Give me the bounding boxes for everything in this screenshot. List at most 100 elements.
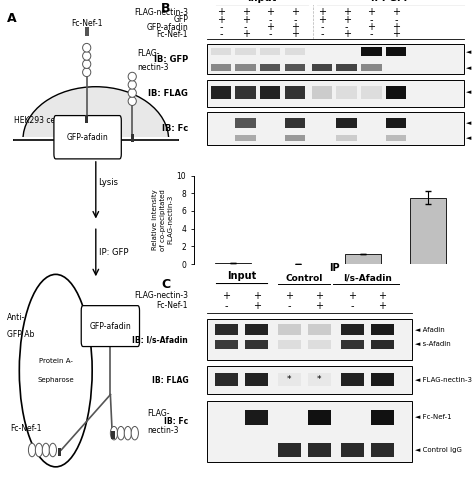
Text: nectin-3: nectin-3	[147, 426, 178, 435]
Text: -: -	[350, 301, 354, 311]
Text: +: +	[222, 291, 230, 301]
Text: +: +	[378, 291, 386, 301]
Text: Fc-Nef-1: Fc-Nef-1	[157, 301, 188, 310]
Bar	[211, 86, 231, 99]
Bar	[312, 86, 332, 99]
Bar	[410, 198, 446, 264]
Text: ◄ Fc-Nef-1: ◄ Fc-Nef-1	[415, 414, 452, 420]
Text: -: -	[320, 29, 324, 39]
Text: -: -	[268, 29, 272, 39]
Text: ◄ GFP: ◄ GFP	[465, 65, 474, 71]
Text: Fc-Nef-1: Fc-Nef-1	[71, 19, 102, 28]
Ellipse shape	[128, 72, 137, 81]
Text: GFP: GFP	[173, 15, 188, 24]
Text: +: +	[392, 29, 400, 39]
Bar	[245, 373, 268, 386]
Ellipse shape	[82, 68, 91, 77]
Text: +: +	[291, 29, 299, 39]
Text: Control: Control	[286, 273, 323, 282]
Bar	[278, 339, 301, 349]
Text: FLAG-nectin-3: FLAG-nectin-3	[134, 8, 188, 17]
Text: +: +	[348, 291, 356, 301]
Text: +: +	[315, 301, 323, 311]
Bar	[211, 64, 231, 72]
Text: *: *	[287, 375, 292, 384]
Text: Input: Input	[227, 272, 256, 281]
Ellipse shape	[82, 52, 91, 60]
Text: +: +	[315, 291, 323, 301]
Ellipse shape	[28, 443, 36, 457]
Ellipse shape	[36, 443, 43, 457]
Y-axis label: Relative intensity
of co-precipitated
FLAG-nectin-3: Relative intensity of co-precipitated FL…	[152, 189, 173, 250]
Bar	[337, 118, 357, 128]
Text: IP: IP	[329, 263, 340, 273]
Bar	[278, 324, 301, 335]
Text: +: +	[392, 22, 400, 32]
Text: +: +	[285, 291, 293, 301]
Text: -: -	[370, 29, 373, 39]
Text: Fc-Nef-1: Fc-Nef-1	[157, 30, 188, 39]
Text: +: +	[378, 301, 386, 311]
Text: ◄ Control IgG: ◄ Control IgG	[465, 135, 474, 141]
Text: B: B	[161, 1, 171, 15]
Text: IB: Fc: IB: Fc	[162, 124, 188, 133]
FancyBboxPatch shape	[54, 115, 121, 159]
Bar	[236, 64, 256, 72]
Bar	[308, 410, 331, 425]
Bar	[207, 44, 464, 74]
Text: Anti-: Anti-	[7, 313, 25, 322]
Ellipse shape	[42, 443, 50, 457]
Ellipse shape	[124, 426, 131, 440]
Text: -: -	[288, 301, 291, 311]
Circle shape	[19, 274, 92, 467]
Bar	[131, 135, 134, 142]
Bar	[337, 64, 357, 72]
Text: IP: GFP: IP: GFP	[371, 0, 410, 3]
Text: +: +	[392, 7, 400, 17]
Ellipse shape	[128, 89, 137, 97]
Text: C: C	[161, 278, 170, 292]
Bar	[340, 339, 364, 349]
Ellipse shape	[23, 87, 169, 192]
Bar	[236, 135, 256, 141]
Bar	[278, 373, 301, 386]
Bar	[57, 448, 61, 456]
Text: -: -	[268, 15, 272, 25]
Bar	[361, 86, 382, 99]
Bar	[215, 373, 238, 386]
Bar	[371, 324, 394, 335]
Bar	[260, 86, 281, 99]
Text: HEK293 cell: HEK293 cell	[14, 116, 59, 125]
Text: FLAG-: FLAG-	[137, 49, 160, 57]
Text: +: +	[242, 7, 250, 17]
Text: *: *	[317, 375, 322, 384]
Text: +: +	[343, 7, 351, 17]
Text: IB: FLAG: IB: FLAG	[148, 89, 188, 98]
Text: -: -	[293, 15, 297, 25]
Text: A: A	[7, 12, 16, 25]
Text: ◄ FLAG-nectin-3: ◄ FLAG-nectin-3	[415, 377, 472, 383]
Bar	[361, 64, 382, 72]
Ellipse shape	[82, 43, 91, 52]
Text: FLAG-: FLAG-	[147, 409, 169, 418]
Bar	[207, 112, 464, 144]
Ellipse shape	[128, 81, 137, 89]
Text: +: +	[242, 29, 250, 39]
Bar	[386, 47, 406, 56]
Bar	[85, 115, 88, 123]
Text: IB: GFP: IB: GFP	[154, 55, 188, 64]
Text: -: -	[370, 15, 373, 25]
Ellipse shape	[117, 426, 125, 440]
Text: GFP-afadin: GFP-afadin	[90, 322, 131, 331]
Text: +: +	[253, 291, 261, 301]
Text: Sepharose: Sepharose	[37, 377, 74, 383]
Text: -: -	[320, 22, 324, 32]
Text: GFP-afadin: GFP-afadin	[67, 133, 109, 142]
Text: IB: Fc: IB: Fc	[164, 417, 188, 427]
Text: -: -	[219, 22, 223, 32]
Bar	[85, 27, 89, 36]
Bar	[260, 64, 281, 72]
Text: ◄ Afadin: ◄ Afadin	[415, 327, 445, 333]
Bar	[371, 373, 394, 386]
Bar	[211, 49, 231, 55]
